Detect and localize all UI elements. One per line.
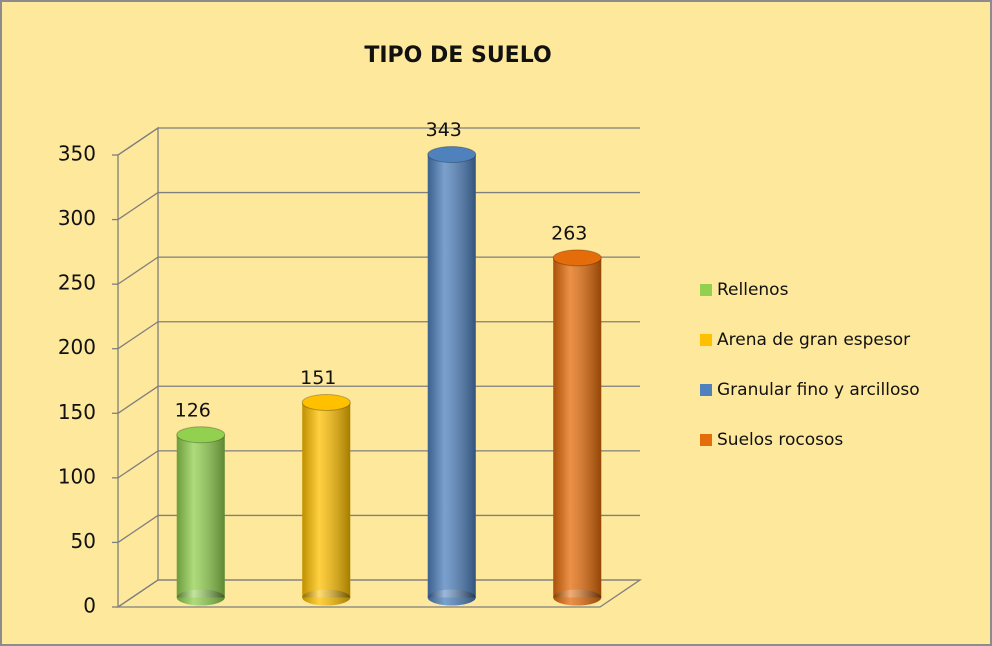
grid-line — [117, 579, 640, 608]
bar-shade — [427, 154, 476, 598]
bar-top — [552, 249, 602, 267]
bar-shade — [553, 257, 602, 598]
bar-base-shade — [302, 589, 351, 606]
bar-base-shade — [176, 589, 225, 606]
y-tick-label: 0 — [83, 594, 96, 618]
legend-label: Arena de gran espesor — [717, 330, 910, 350]
legend-swatch — [700, 384, 712, 396]
y-tick-label: 200 — [58, 335, 96, 359]
grid-line — [117, 191, 640, 221]
y-tick-label: 350 — [58, 142, 96, 166]
bar-shade — [176, 434, 225, 598]
bar-base-shade — [427, 589, 476, 606]
bar-shade — [302, 402, 351, 598]
grid-line — [117, 450, 640, 479]
grid-line — [117, 127, 640, 156]
legend-label: Granular fino y arcilloso — [717, 380, 920, 400]
value-label: 263 — [551, 222, 587, 244]
grid-line — [117, 514, 640, 543]
bar-top — [176, 426, 226, 444]
y-tick-label: 100 — [58, 464, 96, 488]
y-tick-label: 50 — [71, 529, 96, 553]
value-label: 343 — [426, 119, 462, 141]
y-tick-label: 250 — [58, 271, 96, 295]
y-tick-label: 150 — [58, 400, 96, 424]
legend-swatch — [700, 284, 712, 296]
legend-swatch — [700, 334, 712, 346]
grid-line — [117, 256, 640, 285]
value-label: 126 — [175, 399, 211, 421]
value-label: 151 — [300, 367, 336, 389]
bar-top — [427, 146, 477, 164]
chart-title: TIPO DE SUELO — [364, 43, 551, 68]
y-tick-label: 300 — [58, 206, 96, 230]
bar-base-shade — [553, 589, 602, 606]
legend-label: Rellenos — [717, 280, 789, 300]
legend-label: Suelos rocosos — [717, 430, 843, 450]
legend-swatch — [700, 434, 712, 446]
bar-top — [301, 393, 351, 411]
grid-line — [117, 321, 640, 350]
grid-line — [117, 385, 640, 414]
